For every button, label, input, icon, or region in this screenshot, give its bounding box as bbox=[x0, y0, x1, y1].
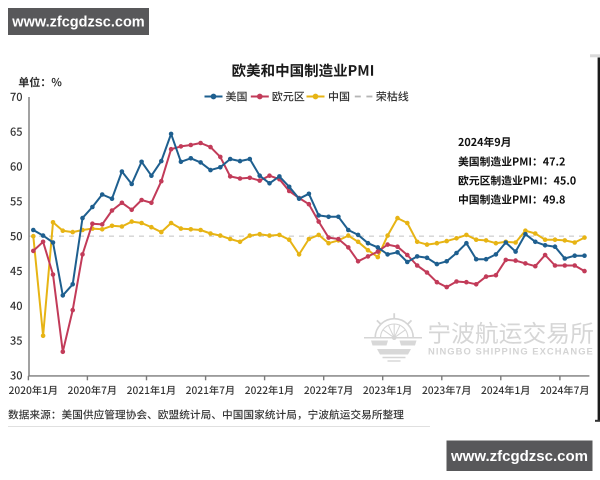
svg-text:NINGBO SHIPPING EXCHANGE: NINGBO SHIPPING EXCHANGE bbox=[428, 346, 594, 357]
svg-text:www.zfcgdzsc.com: www.zfcgdzsc.com bbox=[11, 15, 144, 31]
svg-text:www.zfcgdzsc.com: www.zfcgdzsc.com bbox=[450, 448, 588, 465]
